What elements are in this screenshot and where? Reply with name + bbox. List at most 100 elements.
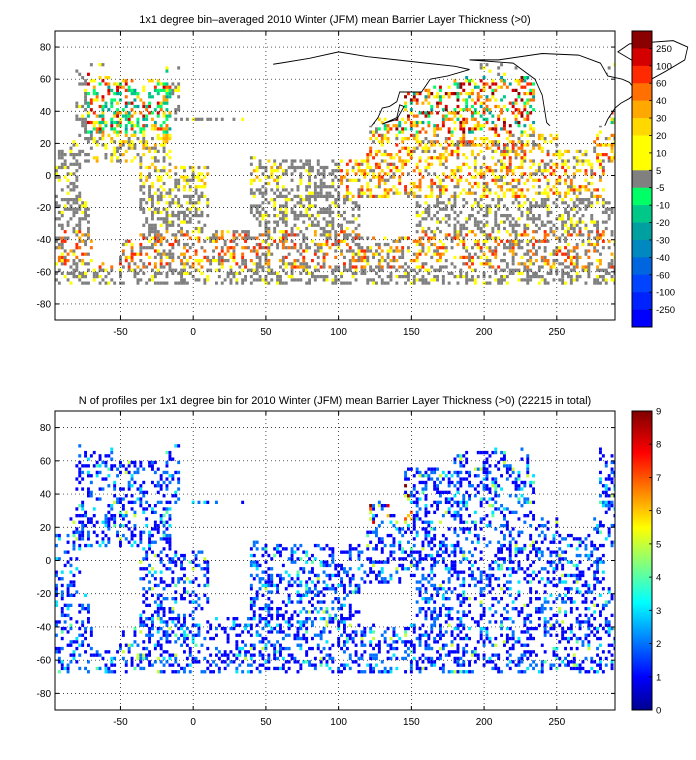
data-cell — [415, 201, 419, 205]
data-cell — [372, 172, 376, 176]
data-cell — [567, 175, 570, 179]
data-cell — [459, 233, 463, 237]
data-cell — [252, 646, 256, 651]
data-cell — [60, 660, 64, 664]
data-cell — [567, 210, 570, 215]
data-cell — [185, 249, 189, 253]
data-cell — [124, 127, 128, 131]
data-cell — [57, 178, 61, 182]
data-cell — [197, 626, 201, 631]
data-cell — [217, 252, 221, 256]
data-cell — [159, 660, 163, 664]
data-cell — [372, 666, 376, 671]
data-cell — [552, 663, 556, 667]
data-cell — [345, 242, 349, 247]
data-cell — [351, 169, 355, 173]
data-cell — [375, 643, 378, 647]
data-cell — [372, 252, 376, 256]
data-cell — [476, 275, 480, 279]
data-cell — [415, 146, 419, 150]
data-cell — [549, 210, 553, 215]
data-cell — [78, 226, 82, 231]
data-cell — [613, 278, 615, 282]
data-cell — [494, 181, 498, 186]
data-cell — [427, 124, 431, 128]
data-cell — [372, 653, 376, 657]
data-cell — [273, 653, 277, 657]
data-cell — [555, 226, 559, 231]
data-cell — [572, 278, 576, 282]
data-cell — [69, 207, 73, 211]
data-cell — [84, 666, 88, 671]
data-cell — [418, 92, 422, 96]
data-cell — [331, 223, 335, 227]
data-cell — [476, 226, 480, 231]
data-cell — [89, 120, 93, 125]
data-cell — [424, 210, 428, 215]
data-cell — [482, 172, 486, 176]
data-cell — [328, 656, 332, 661]
data-cell — [552, 191, 556, 195]
data-cell — [508, 249, 512, 253]
data-cell — [299, 159, 303, 163]
data-cell — [366, 172, 370, 176]
data-cell — [473, 242, 477, 247]
data-cell — [468, 660, 472, 664]
data-cell — [529, 239, 533, 243]
data-cell — [232, 239, 236, 243]
data-cell — [185, 175, 189, 179]
data-cell — [124, 95, 128, 99]
data-cell — [450, 271, 454, 276]
data-cell — [197, 633, 201, 637]
data-cell — [197, 226, 201, 231]
data-cell — [174, 660, 178, 664]
data-cell — [372, 636, 376, 641]
data-cell — [427, 636, 431, 641]
data-cell — [84, 630, 88, 634]
data-cell — [415, 660, 419, 664]
data-cell — [511, 252, 515, 256]
data-cell — [162, 194, 166, 199]
data-cell — [299, 178, 303, 182]
data-cell — [223, 278, 227, 282]
data-cell — [456, 242, 460, 247]
data-cell — [494, 162, 498, 166]
data-cell — [540, 278, 544, 282]
data-cell — [436, 617, 440, 621]
data-cell — [255, 623, 259, 627]
data-cell — [590, 181, 594, 186]
data-cell — [60, 236, 64, 240]
data-cell — [337, 626, 341, 631]
data-cell — [418, 220, 422, 224]
data-cell — [87, 643, 90, 647]
data-cell — [159, 265, 163, 269]
data-cell — [520, 233, 524, 237]
data-cell — [130, 255, 134, 260]
data-cell — [610, 653, 614, 657]
data-cell — [258, 242, 262, 247]
data-cell — [302, 204, 306, 208]
data-cell — [476, 95, 480, 99]
data-cell — [430, 92, 434, 96]
data-cell — [168, 633, 172, 637]
data-cell — [360, 633, 364, 637]
data-cell — [407, 172, 410, 176]
data-cell — [427, 120, 431, 125]
data-cell — [151, 95, 154, 99]
data-cell — [421, 666, 425, 671]
data-cell — [281, 239, 285, 243]
data-cell — [439, 636, 442, 641]
data-cell — [471, 114, 474, 118]
data-cell — [395, 249, 399, 253]
data-cell — [526, 259, 530, 263]
data-cell — [276, 194, 280, 199]
data-cell — [447, 92, 451, 96]
data-cell — [485, 143, 489, 147]
colorbar-label: 60 — [656, 79, 667, 90]
data-cell — [284, 204, 288, 208]
data-cell — [575, 198, 579, 202]
data-cell — [276, 178, 280, 182]
data-cell — [279, 236, 282, 240]
data-cell — [276, 666, 280, 671]
data-cell — [430, 185, 434, 189]
